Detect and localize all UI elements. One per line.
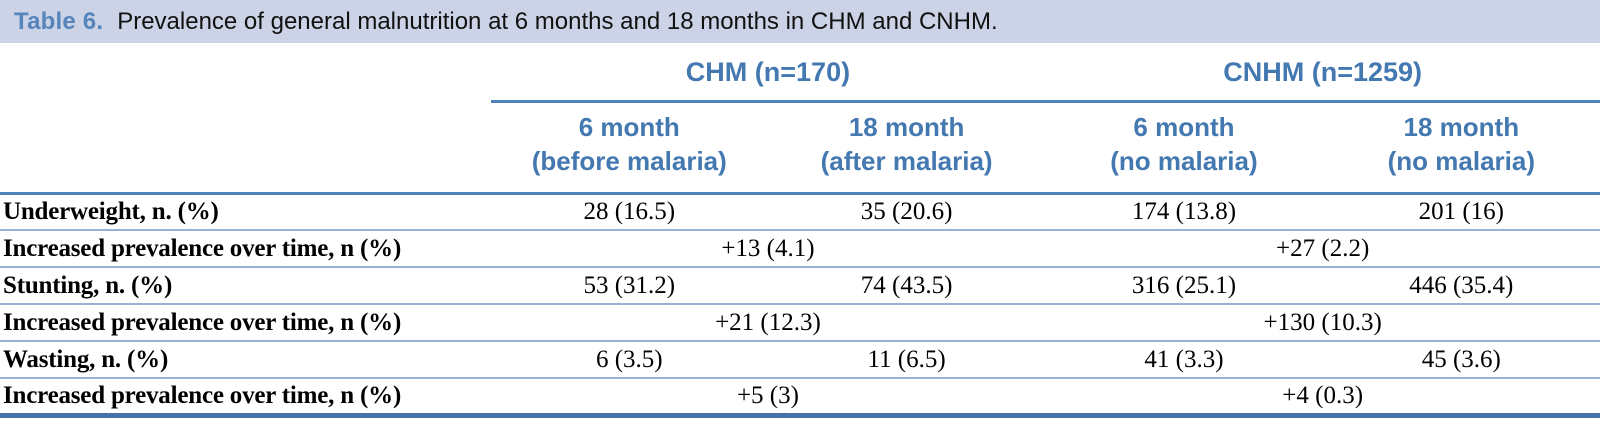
cell-stunting-increase-cnhm: +130 (10.3) bbox=[1045, 303, 1600, 341]
table-caption-text: Prevalence of general malnutrition at 6 … bbox=[117, 7, 998, 35]
table-number: Table 6. bbox=[14, 7, 104, 35]
column-header-line1: 18 month bbox=[1403, 112, 1520, 142]
row-label: Wasting, n. (%) bbox=[0, 340, 491, 378]
cell-underweight-chm-18m: 35 (20.6) bbox=[767, 191, 1046, 230]
cell-stunting-increase-chm: +21 (12.3) bbox=[490, 303, 1046, 341]
cell-underweight-increase-cnhm: +27 (2.2) bbox=[1045, 229, 1600, 267]
column-subheader-row: 6 month (before malaria) 18 month (after… bbox=[0, 101, 1600, 193]
cell-stunting-chm-6m: 53 (31.2) bbox=[490, 266, 768, 304]
column-header-line2: (after malaria) bbox=[820, 146, 993, 176]
column-group-header-row: CHM (n=170) CNHM (n=1259) bbox=[0, 51, 1600, 103]
column-header-line1: 6 month bbox=[578, 112, 680, 142]
cell-underweight-chm-6m: 28 (16.5) bbox=[490, 191, 768, 230]
cell-wasting-increase-cnhm: +4 (0.3) bbox=[1045, 377, 1600, 415]
table-row-stunting: Stunting, n. (%) 53 (31.2) 74 (43.5) 316… bbox=[0, 266, 1600, 304]
cell-stunting-cnhm-6m: 316 (25.1) bbox=[1045, 266, 1323, 304]
cell-wasting-cnhm-6m: 41 (3.3) bbox=[1045, 340, 1323, 378]
column-group-cnhm: CNHM (n=1259) bbox=[1045, 51, 1600, 103]
cell-wasting-chm-6m: 6 (3.5) bbox=[490, 340, 768, 378]
malnutrition-prevalence-table: CHM (n=170) CNHM (n=1259) 6 month (befor… bbox=[0, 51, 1600, 418]
cell-underweight-cnhm-6m: 174 (13.8) bbox=[1045, 191, 1323, 230]
column-header-chm-6month: 6 month (before malaria) bbox=[491, 101, 768, 193]
cell-stunting-cnhm-18m: 446 (35.4) bbox=[1322, 266, 1600, 304]
cell-stunting-chm-18m: 74 (43.5) bbox=[767, 266, 1046, 304]
row-label: Increased prevalence over time, n (%) bbox=[0, 303, 491, 341]
stub-subheader-cell bbox=[0, 101, 491, 193]
row-label: Increased prevalence over time, n (%) bbox=[0, 377, 491, 415]
column-header-chm-18month: 18 month (after malaria) bbox=[768, 101, 1045, 193]
column-header-cnhm-6month: 6 month (no malaria) bbox=[1045, 101, 1322, 193]
cell-wasting-chm-18m: 11 (6.5) bbox=[767, 340, 1046, 378]
row-label: Underweight, n. (%) bbox=[0, 191, 491, 230]
cell-underweight-cnhm-18m: 201 (16) bbox=[1322, 191, 1600, 230]
column-header-cnhm-18month: 18 month (no malaria) bbox=[1323, 101, 1600, 193]
table-caption: Table 6. Prevalence of general malnutrit… bbox=[0, 0, 1600, 43]
column-header-line2: (before malaria) bbox=[531, 146, 727, 176]
cell-wasting-increase-chm: +5 (3) bbox=[490, 377, 1046, 415]
table-row-underweight: Underweight, n. (%) 28 (16.5) 35 (20.6) … bbox=[0, 191, 1600, 230]
row-label: Increased prevalence over time, n (%) bbox=[0, 229, 491, 267]
cell-wasting-cnhm-18m: 45 (3.6) bbox=[1322, 340, 1600, 378]
table-header: CHM (n=170) CNHM (n=1259) 6 month (befor… bbox=[0, 51, 1600, 193]
column-header-line2: (no malaria) bbox=[1387, 146, 1535, 176]
table-row-stunting-increase: Increased prevalence over time, n (%) +2… bbox=[0, 303, 1600, 341]
column-header-line1: 6 month bbox=[1133, 112, 1235, 142]
stub-header-cell bbox=[0, 51, 491, 101]
column-header-line2: (no malaria) bbox=[1110, 146, 1258, 176]
table-row-wasting-increase: Increased prevalence over time, n (%) +5… bbox=[0, 377, 1600, 415]
column-group-chm: CHM (n=170) bbox=[490, 51, 1046, 103]
table-body: Underweight, n. (%) 28 (16.5) 35 (20.6) … bbox=[0, 191, 1600, 415]
column-header-line1: 18 month bbox=[848, 112, 965, 142]
row-label: Stunting, n. (%) bbox=[0, 266, 491, 304]
cell-underweight-increase-chm: +13 (4.1) bbox=[490, 229, 1046, 267]
table-row-wasting: Wasting, n. (%) 6 (3.5) 11 (6.5) 41 (3.3… bbox=[0, 340, 1600, 378]
table-row-underweight-increase: Increased prevalence over time, n (%) +1… bbox=[0, 229, 1600, 267]
